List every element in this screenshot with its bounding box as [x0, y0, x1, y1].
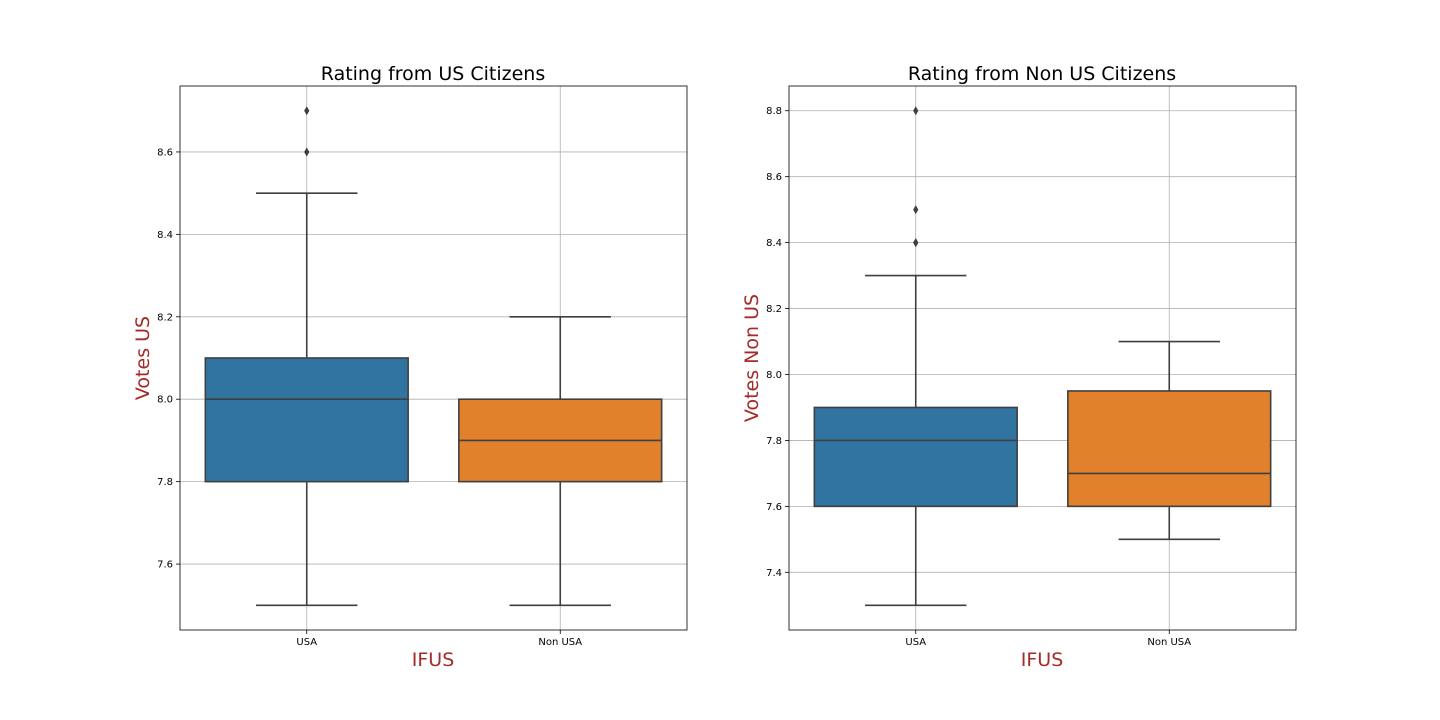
box-body — [204, 357, 409, 483]
box-non-usa — [458, 315, 663, 607]
outlier-point — [913, 205, 919, 215]
plot-background — [789, 86, 1296, 630]
chart-us-citizens: Rating from US Citizens 7.6 7.8 8.0 8.2 8.4 8… — [132, 63, 688, 671]
y-axis-label: Votes US — [132, 316, 154, 400]
x-axis-label: IFUS — [412, 649, 455, 671]
y-tick-label: 7.6 — [766, 502, 782, 513]
x-tick-label: Non USA — [1147, 637, 1191, 648]
y-tick-label: 8.2 — [157, 312, 173, 323]
box-body — [1067, 390, 1272, 508]
plot-area: 7.6 7.8 8.0 8.2 8.4 8.6 USA Non USA — [157, 85, 688, 648]
box-usa — [813, 106, 1018, 607]
y-tick-label: 8.4 — [157, 230, 173, 241]
outlier-point — [913, 238, 919, 248]
chart-non-us-citizens: Rating from Non US Citizens 7.4 7.6 7.8 8.0… — [741, 63, 1297, 671]
chart-title: Rating from US Citizens — [321, 63, 545, 85]
y-tick-label: 7.6 — [157, 560, 173, 571]
x-tick-label: USA — [296, 637, 317, 648]
plot-area: 7.4 7.6 7.8 8.0 8.2 8.4 8.6 8.8 USA Non USA — [766, 85, 1297, 648]
box-body — [813, 406, 1018, 508]
outlier-point — [913, 106, 919, 116]
y-tick-label: 7.8 — [157, 477, 173, 488]
y-axis: 7.4 7.6 7.8 8.0 8.2 8.4 8.6 8.8 — [766, 106, 789, 579]
y-tick-label: 7.8 — [766, 436, 782, 447]
outlier-point — [304, 106, 310, 116]
y-axis-label: Votes Non US — [741, 294, 763, 422]
box-non-usa — [1067, 340, 1272, 541]
plot-frame — [179, 85, 688, 631]
box-usa — [204, 106, 409, 607]
plot-frame — [788, 85, 1297, 631]
x-tick-label: Non USA — [538, 637, 582, 648]
x-axis: USA Non USA — [296, 630, 582, 648]
outlier-point — [304, 147, 310, 157]
y-tick-label: 8.0 — [157, 395, 173, 406]
y-tick-label: 8.4 — [766, 238, 782, 249]
y-tick-label: 8.6 — [766, 172, 782, 183]
y-tick-label: 8.6 — [157, 147, 173, 158]
y-tick-label: 8.8 — [766, 106, 782, 117]
y-tick-label: 8.0 — [766, 370, 782, 381]
x-axis: USA Non USA — [905, 630, 1191, 648]
x-tick-label: USA — [905, 637, 926, 648]
chart-title: Rating from Non US Citizens — [908, 63, 1176, 85]
y-axis: 7.6 7.8 8.0 8.2 8.4 8.6 — [157, 147, 180, 571]
y-tick-label: 8.2 — [766, 304, 782, 315]
y-tick-label: 7.4 — [766, 568, 782, 579]
x-axis-label: IFUS — [1021, 649, 1064, 671]
